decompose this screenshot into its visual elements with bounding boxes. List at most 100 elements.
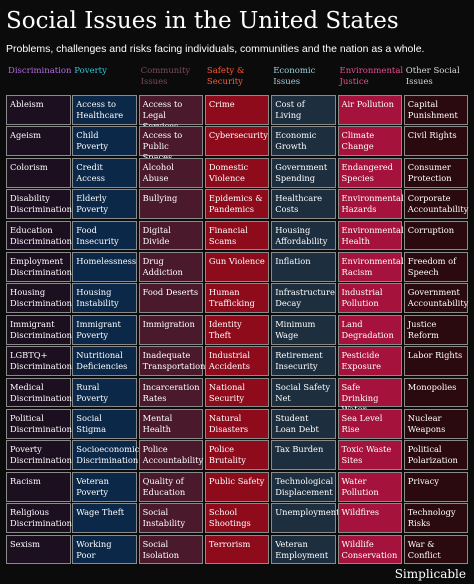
- issue-cell: Ableism: [6, 95, 71, 125]
- issue-cell: Capital Punishment: [403, 95, 469, 125]
- issue-cell: Natural Disasters: [204, 409, 270, 439]
- column-header: Discrimination: [8, 66, 72, 76]
- issue-cell: Inadequate Transportation: [138, 346, 206, 377]
- issue-cell: Public Safety: [204, 471, 270, 502]
- issue-cell: Alcohol Abuse: [138, 157, 204, 188]
- issue-cell: Freedom of Speech: [403, 252, 469, 282]
- issue-cell: Digital Divide: [138, 220, 204, 251]
- column-header: Environmental Justice: [339, 66, 404, 87]
- issue-cell: Political Polarization: [403, 440, 469, 471]
- issue-cell: Immigration: [138, 314, 204, 345]
- issue-cell: Religious Discrimination: [6, 503, 72, 534]
- issue-cell: Employment Discrimination: [6, 252, 72, 282]
- issue-cell: Social Isolation: [138, 534, 204, 565]
- issue-cell: Colorism: [6, 157, 71, 188]
- issue-cell: Veteran Employment: [271, 534, 336, 565]
- issue-cell: Gun Violence: [204, 252, 270, 282]
- issue-cell: Corruption: [403, 220, 469, 251]
- issue-cell: Ageism: [6, 126, 71, 157]
- issue-cell: Unemployment: [271, 503, 339, 534]
- issue-cell: Minimum Wage: [271, 314, 336, 345]
- issue-cell: Student Loan Debt: [271, 409, 336, 439]
- issue-cell: Working Poor: [72, 534, 137, 565]
- title: Social Issues in the United States: [6, 8, 399, 34]
- issue-cell: Socioeconomic Discrimination: [72, 440, 139, 471]
- issue-cell: Wildlife Conservation: [337, 534, 402, 565]
- issue-cell: Pesticide Exposure: [337, 346, 402, 377]
- subtitle: Problems, challenges and risks facing in…: [6, 43, 425, 55]
- issue-cell: Social Instability: [138, 503, 204, 534]
- issue-cell: Environmental Hazards: [337, 189, 404, 220]
- issue-cell: Cybersecurity: [204, 126, 270, 157]
- issue-cell: Domestic Violence: [204, 157, 270, 188]
- issue-cell: Social Safety Net: [271, 377, 336, 408]
- issue-cell: Human Trafficking: [204, 283, 270, 314]
- issue-cell: Monopolies: [403, 377, 469, 408]
- issue-cell: Wage Theft: [72, 503, 137, 534]
- issue-cell: Government Spending: [271, 157, 336, 188]
- issue-cell: Cost of Living: [271, 95, 336, 125]
- issue-cell: Poverty Discrimination: [6, 440, 72, 471]
- issue-cell: Rural Poverty: [72, 377, 137, 408]
- issue-cell: Disability Discrimination: [6, 189, 72, 220]
- issue-cell: Homelessness: [72, 252, 137, 282]
- issue-cell: Industrial Accidents: [204, 346, 270, 377]
- issue-cell: Endangered Species: [337, 157, 402, 188]
- issue-cell: Social Stigma: [72, 409, 137, 439]
- issue-cell: Technology Risks: [403, 503, 469, 534]
- issue-cell: Corporate Accountability: [403, 189, 468, 220]
- issue-cell: Water Pollution: [337, 471, 402, 502]
- issue-cell: Immigrant Poverty: [72, 314, 137, 345]
- issue-cell: Technological Displacement: [271, 471, 336, 502]
- issue-cell: Access to Legal Services: [138, 95, 204, 131]
- issue-cell: Education Discrimination: [6, 220, 72, 251]
- issue-cell: Sexism: [6, 534, 71, 565]
- column-header: Community Issues: [140, 66, 191, 87]
- issue-cell: National Security: [204, 377, 270, 408]
- issue-cell: Immigrant Discrimination: [6, 314, 72, 345]
- issue-cell: Privacy: [403, 471, 469, 502]
- issue-cell: Nutritional Deficiencies: [72, 346, 137, 377]
- issue-cell: Infrastructure Decay: [271, 283, 336, 314]
- issue-cell: Epidemics & Pandemics: [204, 189, 270, 220]
- issue-cell: School Shootings: [204, 503, 270, 534]
- issue-cell: Inflation: [271, 252, 336, 282]
- issue-cell: Access to Public Spaces: [138, 126, 204, 162]
- issue-cell: Justice Reform: [403, 314, 469, 345]
- issue-cell: Government Accountability: [403, 283, 468, 314]
- column-header: Other Social Issues: [405, 66, 460, 87]
- issue-cell: Housing Affordability: [271, 220, 336, 251]
- issue-cell: Police Brutality: [204, 440, 270, 471]
- issue-cell: Industrial Pollution: [337, 283, 402, 314]
- issue-cell: Toxic Waste Sites: [337, 440, 402, 471]
- issue-cell: Food Insecurity: [72, 220, 137, 251]
- issue-cell: Child Poverty: [72, 126, 137, 157]
- issue-cell: LGBTQ+ Discrimination: [6, 346, 72, 377]
- issue-cell: Racism: [6, 471, 71, 502]
- issue-cell: Drug Addiction: [138, 252, 204, 282]
- issue-cell: Mental Health: [138, 409, 204, 439]
- issue-cell: Elderly Poverty: [72, 189, 137, 220]
- issue-cell: Access to Healthcare: [72, 95, 137, 125]
- issue-cell: Safe Drinking Water: [337, 377, 402, 414]
- issue-cell: Housing Discrimination: [6, 283, 72, 314]
- issue-cell: War & Conflict: [403, 534, 469, 565]
- column-header: Poverty: [74, 66, 107, 76]
- issue-cell: Incarceration Rates: [138, 377, 204, 408]
- footer: Simplicable: [394, 567, 466, 581]
- issue-cell: Police Accountability: [138, 440, 203, 471]
- issue-cell: Political Discrimination: [6, 409, 72, 439]
- issue-cell: Quality of Education: [138, 471, 204, 502]
- issue-cell: Tax Burden: [271, 440, 336, 471]
- issue-cell: Sea Level Rise: [337, 409, 402, 439]
- issue-cell: Economic Growth: [271, 126, 336, 157]
- issue-cell: Consumer Protection: [403, 157, 469, 188]
- issue-cell: Medical Discrimination: [6, 377, 72, 408]
- issue-cell: Crime: [204, 95, 270, 125]
- issue-cell: Climate Change: [337, 126, 402, 157]
- issue-cell: Bullying: [138, 189, 204, 220]
- issue-cell: Veteran Poverty: [72, 471, 137, 502]
- issue-cell: Environmental Racism: [337, 252, 404, 282]
- column-header: Safety & Security: [206, 66, 245, 87]
